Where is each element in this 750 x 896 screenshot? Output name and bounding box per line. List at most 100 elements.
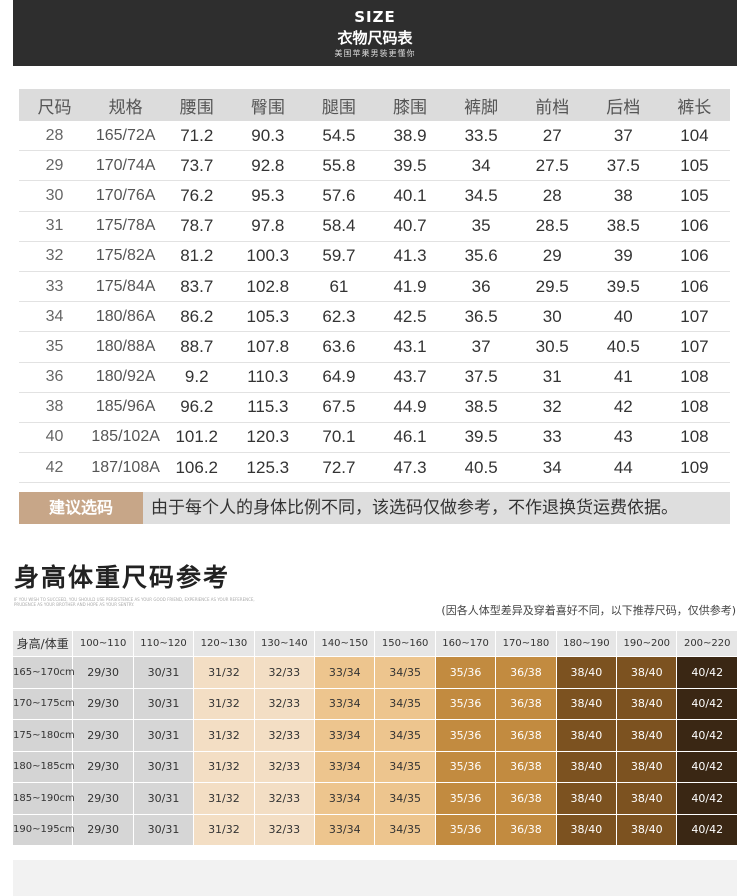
size-chart-cell: 109 bbox=[658, 452, 730, 484]
recommended-size-cell: 29/30 bbox=[73, 720, 133, 751]
size-chart-cell: 78.7 bbox=[161, 211, 233, 242]
size-chart-header-cell: 尺码 bbox=[19, 89, 91, 121]
recommended-size-cell: 32/33 bbox=[254, 783, 315, 814]
height-range-cell: 180~185cm bbox=[13, 751, 75, 782]
weight-range-header: 170~180 bbox=[496, 631, 556, 656]
recommended-size-cell: 36/38 bbox=[496, 814, 556, 845]
size-chart-cell: 64.9 bbox=[303, 362, 375, 393]
size-chart-cell: 40.5 bbox=[445, 452, 517, 484]
size-chart-cell: 41.9 bbox=[374, 271, 446, 303]
recommended-size-cell: 34/35 bbox=[375, 783, 435, 814]
recommended-size-cell: 36/38 bbox=[496, 688, 556, 719]
size-chart-cell: 38.9 bbox=[374, 121, 446, 152]
size-chart-table: 尺码 规格 腰围 臀围 腿围 膝围 裤脚 前档 后档 裤长 28 165/72A 71.2 90.3 54… bbox=[19, 89, 730, 484]
recommended-size-cell: 32/33 bbox=[254, 751, 315, 782]
recommended-size-cell: 38/40 bbox=[556, 814, 617, 845]
weight-range-header: 160~170 bbox=[435, 631, 496, 656]
size-chart-row: 29 170/74A 73.7 92.8 55.8 39.5 34 27.5 37.5 105 bbox=[19, 150, 730, 182]
height-range-cell: 185~190cm bbox=[13, 783, 75, 814]
size-chart-cell: 180/92A bbox=[90, 362, 162, 393]
size-chart-row: 28 165/72A 71.2 90.3 54.5 38.9 33.5 27 37 104 bbox=[19, 121, 730, 152]
size-chart-cell: 185/102A bbox=[90, 422, 162, 454]
size-chart-cell: 100.3 bbox=[232, 241, 304, 272]
size-chart-cell: 76.2 bbox=[161, 180, 233, 212]
size-chart-cell: 67.5 bbox=[303, 392, 375, 423]
size-chart-row: 30 170/76A 76.2 95.3 57.6 40.1 34.5 28 38 105 bbox=[19, 180, 730, 212]
size-chart-header-cell: 臀围 bbox=[232, 89, 304, 121]
recommended-size-cell: 35/36 bbox=[435, 751, 496, 782]
size-chart-cell: 35 bbox=[19, 331, 91, 363]
recommended-size-cell: 32/33 bbox=[254, 657, 315, 688]
recommended-size-cell: 35/36 bbox=[435, 657, 496, 688]
recommended-size-cell: 38/40 bbox=[617, 783, 677, 814]
size-chart-cell: 33.5 bbox=[445, 121, 517, 152]
recommended-size-cell: 29/30 bbox=[73, 751, 133, 782]
size-chart-cell: 73.7 bbox=[161, 150, 233, 182]
size-chart-row: 36 180/92A 9.2 110.3 64.9 43.7 37.5 31 41 108 bbox=[19, 362, 730, 393]
suggestion-bar: 建议选码 由于每个人的身体比例不同，该选码仅做参考，不作退换货运费依据。 bbox=[19, 492, 730, 524]
size-chart-cell: 42 bbox=[19, 452, 91, 484]
size-chart-cell: 97.8 bbox=[232, 211, 304, 242]
size-chart-row: 33 175/84A 83.7 102.8 61 41.9 36 29.5 39.5 106 bbox=[19, 271, 730, 303]
size-chart-cell: 33 bbox=[516, 422, 588, 454]
height-range-cell: 170~175cm bbox=[13, 688, 75, 719]
size-chart-cell: 180/88A bbox=[90, 331, 162, 363]
size-chart-cell: 43.1 bbox=[374, 331, 446, 363]
size-chart-cell: 175/84A bbox=[90, 271, 162, 303]
height-weight-header-row: 身高/体重 100~110 110~120 120~130 130~140 140~150… bbox=[13, 631, 737, 656]
recommended-size-cell: 36/38 bbox=[496, 720, 556, 751]
size-chart-cell: 37.5 bbox=[587, 150, 659, 182]
weight-section-title: 身高体重尺码参考 bbox=[14, 563, 231, 592]
size-chart-cell: 42.5 bbox=[374, 301, 446, 333]
size-chart-cell: 40 bbox=[19, 422, 91, 454]
recommended-size-cell: 29/30 bbox=[73, 657, 133, 688]
recommended-size-cell: 38/40 bbox=[617, 688, 677, 719]
size-chart-cell: 47.3 bbox=[374, 452, 446, 484]
size-chart-cell: 180/86A bbox=[90, 301, 162, 333]
size-chart-cell: 36 bbox=[445, 271, 517, 303]
weight-section-note: (因各人体型差异及穿着喜好不同，以下推荐尺码，仅供参考) bbox=[441, 604, 736, 617]
size-chart-cell: 101.2 bbox=[161, 422, 233, 454]
recommended-size-cell: 35/36 bbox=[435, 783, 496, 814]
height-weight-row: 185~190cm 29/30 30/31 31/32 32/33 33/34 34/35 3… bbox=[13, 783, 737, 814]
recommended-size-cell: 33/34 bbox=[315, 814, 375, 845]
recommended-size-cell: 34/35 bbox=[375, 720, 435, 751]
size-chart-cell: 37 bbox=[445, 331, 517, 363]
size-chart-cell: 115.3 bbox=[232, 392, 304, 423]
height-weight-row: 175~180cm 29/30 30/31 31/32 32/33 33/34 34/35 3… bbox=[13, 720, 737, 751]
recommended-size-cell: 33/34 bbox=[315, 751, 375, 782]
size-chart-cell: 40.1 bbox=[374, 180, 446, 212]
recommended-size-cell: 38/40 bbox=[556, 657, 617, 688]
recommended-size-cell: 31/32 bbox=[194, 688, 254, 719]
size-chart-cell: 110.3 bbox=[232, 362, 304, 393]
size-chart-cell: 30 bbox=[516, 301, 588, 333]
size-chart-cell: 108 bbox=[658, 392, 730, 423]
weight-range-header: 140~150 bbox=[315, 631, 375, 656]
size-chart-cell: 106.2 bbox=[161, 452, 233, 484]
weight-range-header: 150~160 bbox=[375, 631, 435, 656]
size-chart-cell: 92.8 bbox=[232, 150, 304, 182]
size-chart-cell: 32 bbox=[19, 241, 91, 272]
size-chart-cell: 54.5 bbox=[303, 121, 375, 152]
banner-tagline: 美国苹果男装更懂你 bbox=[334, 49, 416, 58]
header-banner: SIZE 衣物尺码表 美国苹果男装更懂你 bbox=[13, 0, 737, 66]
size-chart-cell: 105 bbox=[658, 180, 730, 212]
size-chart-cell: 36 bbox=[19, 362, 91, 393]
weight-range-header: 120~130 bbox=[194, 631, 254, 656]
recommended-size-cell: 31/32 bbox=[194, 751, 254, 782]
size-chart-cell: 72.7 bbox=[303, 452, 375, 484]
recommended-size-cell: 32/33 bbox=[254, 688, 315, 719]
size-chart-cell: 187/108A bbox=[90, 452, 162, 484]
size-chart-cell: 32 bbox=[516, 392, 588, 423]
recommended-size-cell: 36/38 bbox=[496, 783, 556, 814]
recommended-size-cell: 33/34 bbox=[315, 720, 375, 751]
size-chart-cell: 42 bbox=[587, 392, 659, 423]
recommended-size-cell: 33/34 bbox=[315, 688, 375, 719]
size-chart-cell: 108 bbox=[658, 422, 730, 454]
size-chart-cell: 44.9 bbox=[374, 392, 446, 423]
recommended-size-cell: 29/30 bbox=[73, 814, 133, 845]
size-chart-cell: 31 bbox=[19, 211, 91, 242]
height-weight-row: 190~195cm 29/30 30/31 31/32 32/33 33/34 34/35 3… bbox=[13, 814, 737, 845]
recommended-size-cell: 38/40 bbox=[556, 783, 617, 814]
size-chart-cell: 170/76A bbox=[90, 180, 162, 212]
